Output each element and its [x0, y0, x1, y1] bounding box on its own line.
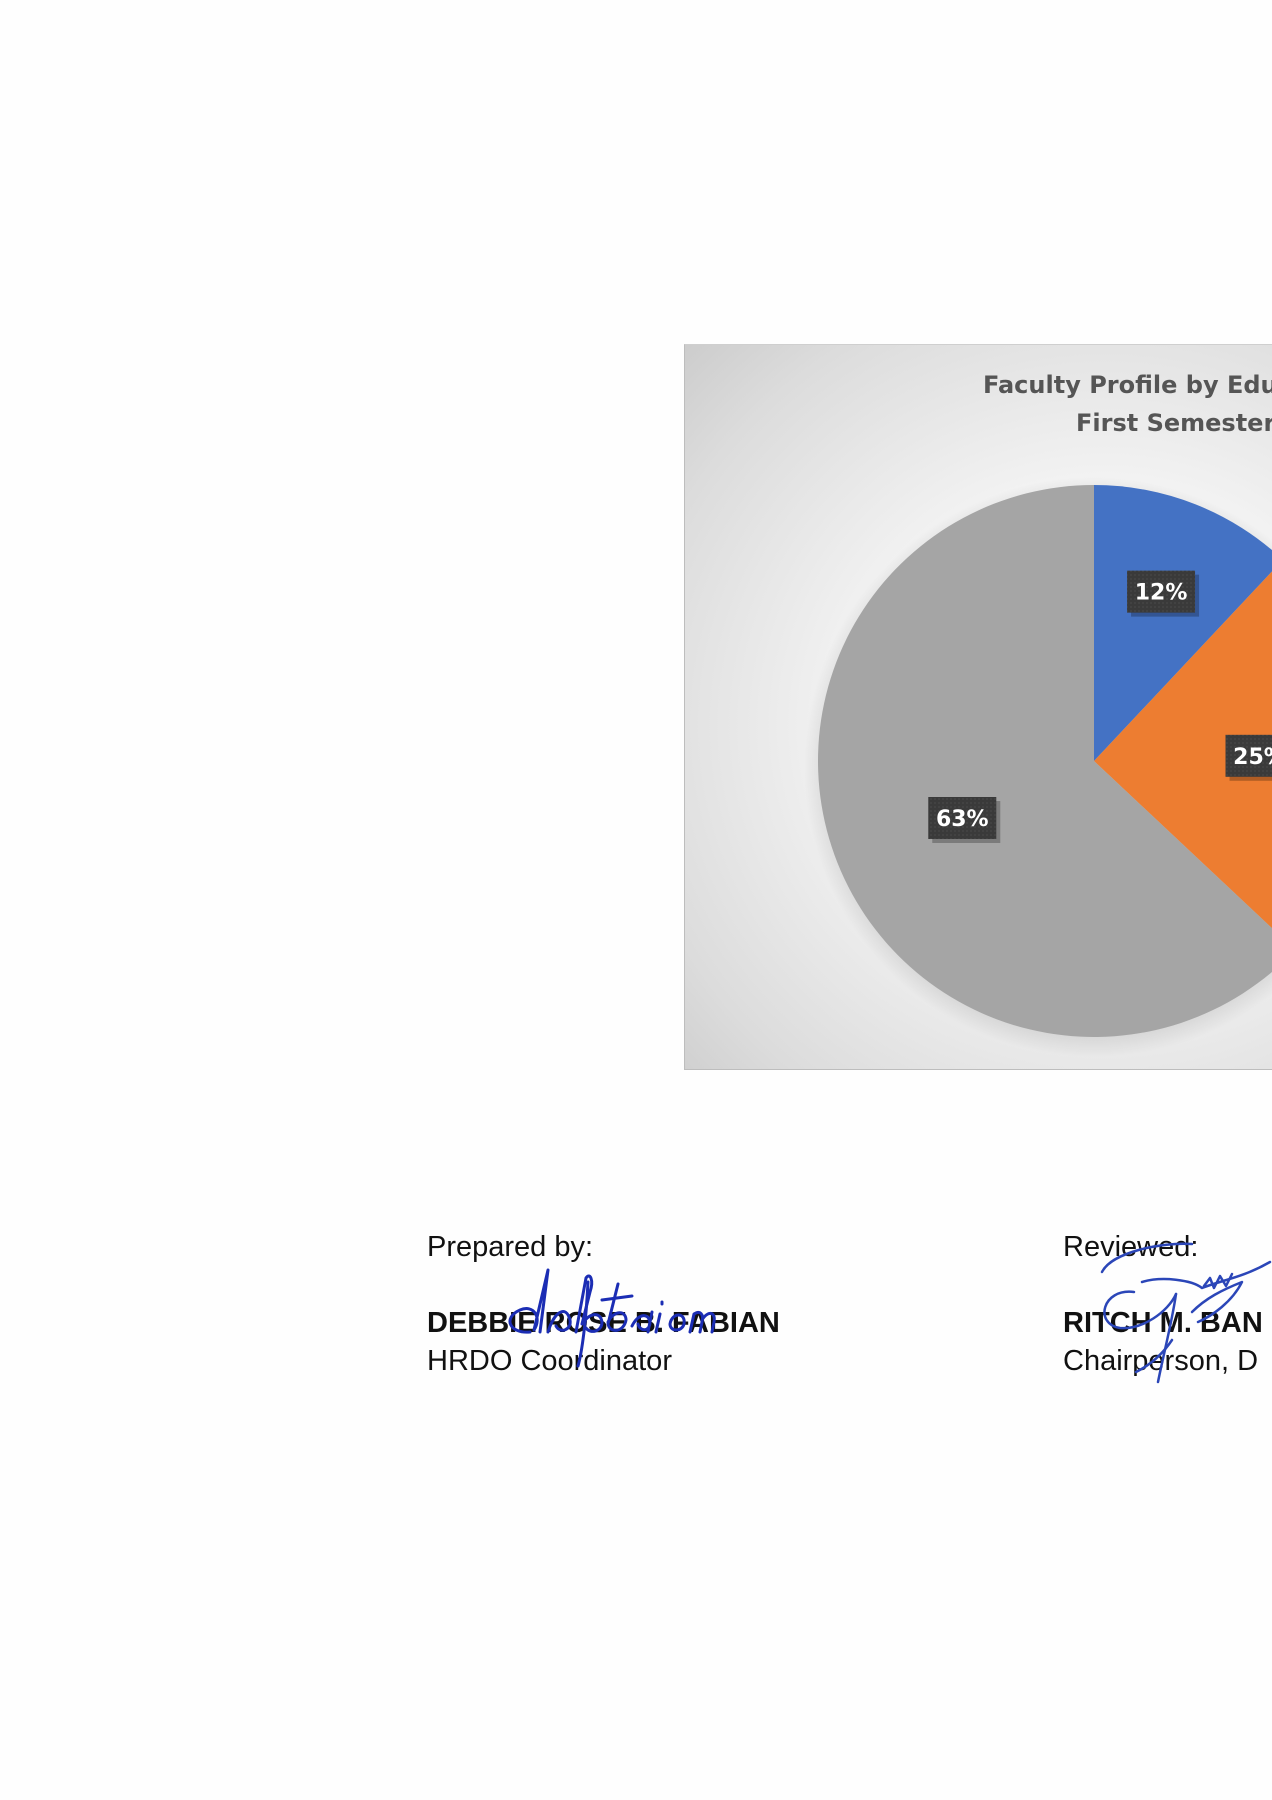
reviewed-signature	[1100, 1242, 1272, 1384]
pie-slice-2	[1094, 571, 1272, 929]
prepared-by-block: Prepared by: DEBBIE ROSE B. FABIAN HRDO …	[427, 1228, 780, 1380]
data-label-3: 63%	[928, 796, 1001, 843]
prepared-caption: Prepared by:	[427, 1231, 594, 1263]
prepared-title: HRDO Coordinator	[427, 1345, 672, 1377]
prepared-signature	[508, 1268, 716, 1368]
pie-chart: Faculty Profile by Edu First Semester, 1…	[684, 344, 1272, 1070]
data-label-text-1: 12%	[1135, 581, 1188, 606]
data-label-text-2: 25%	[1233, 745, 1272, 770]
chart-title-line1: Faculty Profile by Edu	[983, 371, 1272, 399]
reviewed-by-block: Reviewed: RITCH M. BAN Chairperson, D	[1063, 1228, 1272, 1380]
reviewed-caption: Reviewed:	[1063, 1231, 1199, 1263]
pie-plot: 12% 25% 63%	[804, 477, 1272, 1057]
data-label-2: 25%	[1225, 734, 1272, 781]
pie-slice-1	[1094, 485, 1272, 761]
data-label-1: 12%	[1127, 570, 1200, 617]
chart-title-line2: First Semester,	[1076, 409, 1272, 437]
pie-slice-3	[818, 485, 1272, 1037]
data-label-text-3: 63%	[936, 807, 989, 832]
